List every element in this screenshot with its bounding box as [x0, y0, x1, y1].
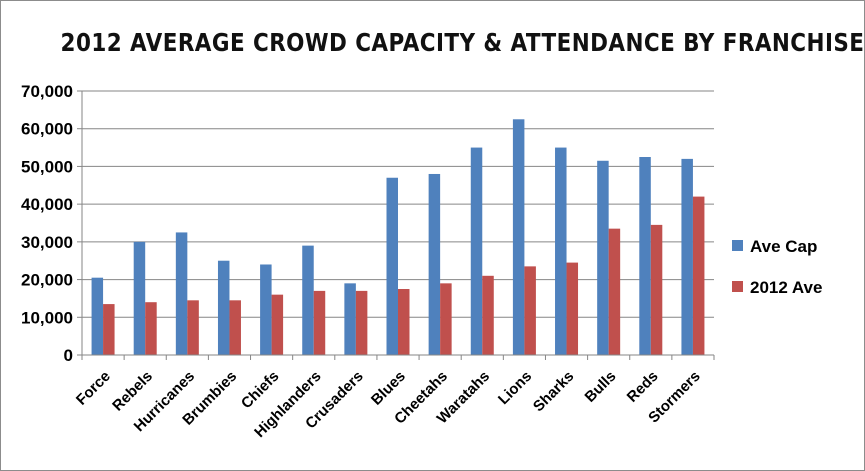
bar-ave-2012-crusaders	[355, 290, 368, 355]
x-tick-label-lions: Lions	[495, 368, 535, 408]
bar-ave-cap-chiefs	[260, 264, 272, 355]
legend: Ave Cap 2012 Ave	[732, 237, 822, 297]
y-tick-label: 20,000	[21, 271, 73, 290]
bar-ave-cap-bulls	[597, 160, 609, 355]
bar-ave-2012-highlanders	[313, 290, 326, 355]
x-tick-label-sharks: Sharks	[530, 368, 577, 415]
bar-ave-2012-brumbies	[229, 300, 241, 355]
legend-label-ave-2012: 2012 Ave	[750, 278, 822, 297]
y-tick-label: 10,000	[21, 308, 73, 327]
chart-title: 2012 AVERAGE CROWD CAPACITY & ATTENDANCE…	[60, 28, 865, 57]
bar-ave-cap-rebels	[133, 241, 146, 355]
bar-ave-2012-blues	[398, 289, 410, 355]
bar-ave-cap-blues	[386, 177, 398, 355]
x-tick-label-force: Force	[73, 368, 114, 409]
bar-ave-cap-cheetahs	[428, 173, 441, 355]
bar-ave-2012-rebels	[145, 302, 157, 355]
legend-swatch-ave-2012	[732, 281, 743, 292]
axes	[77, 90, 715, 360]
bars	[91, 119, 705, 356]
x-tick-label-reds: Reds	[624, 368, 662, 406]
bar-ave-2012-stormers	[692, 196, 705, 355]
x-tick-labels: ForceRebelsHurricanesBrumbiesChiefsHighl…	[73, 368, 704, 441]
bar-ave-cap-hurricanes	[175, 232, 188, 355]
bar-ave-2012-sharks	[566, 262, 579, 355]
bar-ave-cap-highlanders	[302, 245, 314, 355]
bar-ave-2012-waratahs	[482, 275, 494, 355]
bar-ave-2012-force	[103, 304, 115, 355]
bar-ave-cap-reds	[639, 157, 651, 355]
y-tick-label: 30,000	[21, 233, 73, 252]
bar-ave-cap-lions	[512, 119, 525, 356]
bar-ave-2012-bulls	[608, 228, 621, 355]
bar-ave-2012-cheetahs	[440, 283, 452, 355]
y-tick-label: 50,000	[21, 157, 73, 176]
legend-label-ave-cap: Ave Cap	[750, 237, 817, 256]
bar-ave-cap-sharks	[555, 147, 567, 355]
bar-ave-2012-hurricanes	[187, 300, 199, 355]
y-tick-label: 60,000	[21, 120, 73, 139]
bar-ave-2012-chiefs	[271, 294, 284, 355]
bar-ave-cap-crusaders	[344, 283, 356, 355]
y-tick-label: 70,000	[21, 82, 73, 101]
y-tick-label: 0	[64, 346, 73, 365]
y-tick-labels: 0 10,000 20,000 30,000 40,000 50,000 60,000 70,…	[21, 82, 73, 365]
x-tick-label-blues: Blues	[368, 368, 409, 409]
bar-ave-2012-lions	[524, 266, 536, 355]
y-tick-label: 40,000	[21, 195, 73, 214]
bar-ave-cap-waratahs	[470, 147, 483, 355]
bar-ave-cap-force	[91, 277, 104, 355]
legend-swatch-ave-cap	[732, 240, 743, 251]
bar-ave-2012-reds	[650, 224, 663, 355]
x-tick-label-bulls: Bulls	[582, 368, 620, 406]
bar-ave-cap-brumbies	[217, 260, 230, 355]
bar-ave-cap-stormers	[681, 158, 693, 355]
